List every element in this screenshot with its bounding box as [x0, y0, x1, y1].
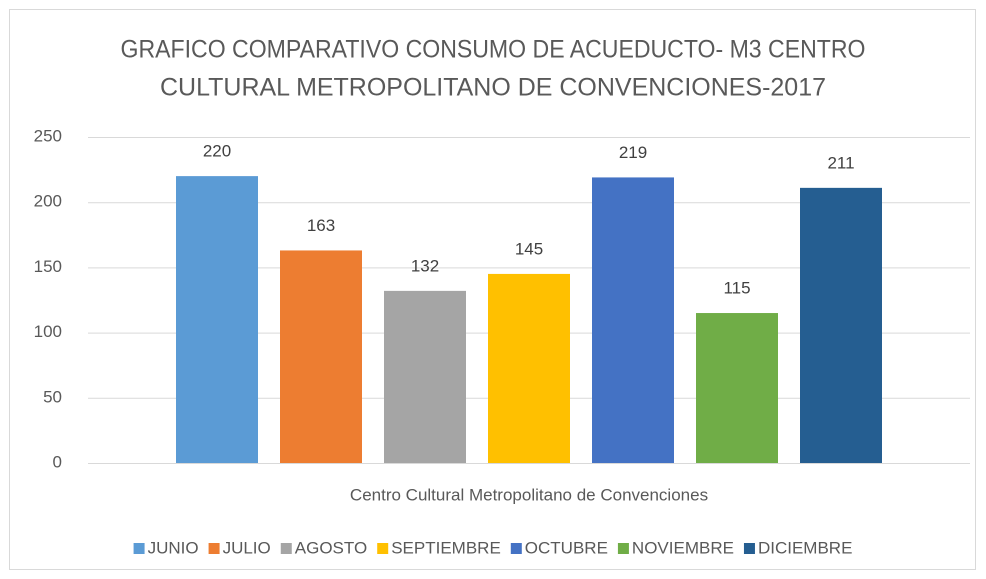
data-label: 220	[203, 142, 231, 161]
bar	[592, 177, 674, 463]
y-tick-label: 100	[34, 322, 62, 341]
legend-label: AGOSTO	[295, 538, 367, 557]
bar	[384, 290, 466, 463]
chart-title: CULTURAL METROPOLITANO DE CONVENCIONES-2…	[160, 74, 826, 102]
y-tick-label: 150	[34, 257, 62, 276]
legend-label: SEPTIEMBRE	[391, 538, 501, 557]
y-tick-label: 50	[43, 387, 62, 406]
y-tick-label: 0	[53, 452, 62, 471]
legend-swatch	[743, 543, 755, 554]
data-label: 145	[515, 239, 543, 258]
data-label: 219	[619, 143, 647, 162]
bar	[280, 250, 362, 463]
legend-label: NOVIEMBRE	[632, 538, 734, 557]
bar	[800, 187, 882, 463]
data-label: 115	[723, 279, 750, 298]
data-label: 163	[307, 216, 335, 235]
legend-label: DICIEMBRE	[758, 538, 852, 557]
legend-swatch	[133, 543, 145, 554]
y-tick-label: 200	[34, 192, 62, 211]
bar	[176, 176, 258, 463]
y-tick-label: 250	[34, 126, 62, 145]
legend-label: OCTUBRE	[525, 538, 608, 557]
bar	[488, 273, 570, 463]
bar	[696, 313, 778, 463]
legend-swatch	[617, 543, 629, 554]
legend-label: JUNIO	[148, 538, 199, 557]
chart-title: GRAFICO COMPARATIVO CONSUMO DE ACUEDUCTO…	[121, 36, 866, 64]
legend-swatch	[377, 543, 389, 554]
x-tick-label: Centro Cultural Metropolitano de Convenc…	[350, 485, 708, 504]
legend-label: JULIO	[223, 538, 271, 557]
data-label: 132	[411, 256, 439, 275]
legend-swatch	[208, 543, 220, 554]
data-label: 211	[827, 153, 854, 172]
legend-swatch	[510, 543, 522, 554]
legend-swatch	[280, 543, 292, 554]
